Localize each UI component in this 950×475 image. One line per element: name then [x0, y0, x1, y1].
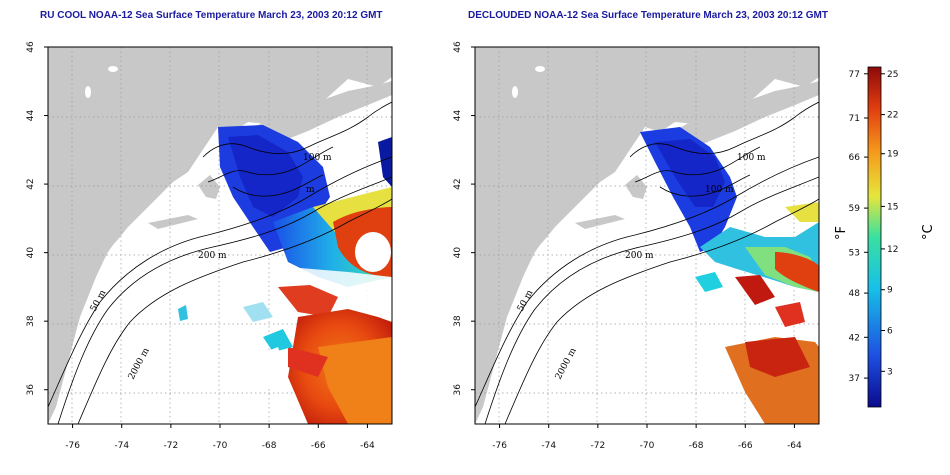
- svg-text:100 m: 100 m: [705, 185, 734, 195]
- svg-text:m: m: [306, 185, 315, 195]
- svg-text:200 m: 200 m: [198, 251, 227, 261]
- left-lon-tick-label: -74: [114, 441, 129, 451]
- right-lat-tick-label: 38: [453, 315, 463, 327]
- right-lon-tick-label: -68: [689, 441, 704, 451]
- fahrenheit-unit: °F: [834, 226, 849, 240]
- colorbar: [867, 66, 882, 408]
- svg-text:100 m: 100 m: [303, 153, 332, 163]
- right-lon-tick-label: -76: [492, 441, 507, 451]
- left-lon-tick-label: -64: [360, 441, 375, 451]
- left-lon-tick-label: -76: [65, 441, 80, 451]
- right-lon-tick-label: -64: [787, 441, 802, 451]
- right-lon-tick-label: -72: [591, 441, 606, 451]
- colorbar-celsius-tick: 25: [887, 70, 898, 80]
- left-lon-tick-label: -70: [213, 441, 228, 451]
- map-axes: -76 -74 -72 -70 -68 -66 -64 36 38 40 42 44 46 -76 -74 -…: [26, 41, 802, 451]
- right-lat-tick-label: 42: [453, 178, 463, 189]
- colorbar-fahrenheit-tick: 77: [849, 70, 860, 80]
- colorbar-celsius-tick: 15: [887, 202, 898, 212]
- colorbar-celsius-tick: 9: [887, 286, 893, 296]
- left-lat-tick-label: 40: [26, 247, 36, 259]
- right-lon-tick-label: -70: [640, 441, 655, 451]
- right-lat-tick-label: 36: [453, 384, 463, 396]
- colorbar-fahrenheit-tick: 66: [849, 153, 861, 163]
- colorbar-fahrenheit-tick: 48: [849, 289, 861, 299]
- left-map: 100 m 200 m m 50 m 2000 m: [48, 47, 392, 424]
- right-lat-tick-label: 46: [453, 41, 463, 53]
- colorbar-celsius-tick: 12: [887, 245, 898, 255]
- left-lon-tick-label: -72: [164, 441, 179, 451]
- colorbar-fahrenheit-tick: 37: [849, 374, 860, 384]
- colorbar-celsius-tick: 19: [887, 150, 899, 160]
- colorbar-fahrenheit-tick: 71: [849, 114, 860, 124]
- left-lat-tick-label: 44: [26, 110, 36, 122]
- right-lat-tick-label: 44: [453, 110, 463, 122]
- left-lat-tick-label: 46: [26, 41, 36, 53]
- svg-text:200 m: 200 m: [625, 251, 654, 261]
- left-lat-tick-label: 42: [26, 178, 36, 189]
- right-lon-tick-label: -66: [738, 441, 753, 451]
- left-lon-tick-label: -68: [262, 441, 277, 451]
- right-lon-tick-label: -74: [541, 441, 556, 451]
- right-map: 100 m 100 m 200 m 50 m 2000 m: [475, 47, 819, 424]
- right-lat-tick-label: 40: [453, 247, 463, 259]
- colorbar-fahrenheit-tick: 59: [849, 204, 861, 214]
- left-panel-title: RU COOL NOAA-12 Sea Surface Temperature …: [40, 10, 383, 21]
- colorbar-celsius-tick: 22: [887, 111, 898, 121]
- right-sst-field: [640, 127, 819, 424]
- left-lon-tick-label: -66: [311, 441, 326, 451]
- left-lat-tick-label: 38: [26, 315, 36, 327]
- right-panel-title: DECLOUDED NOAA-12 Sea Surface Temperatur…: [468, 10, 828, 21]
- left-lat-tick-label: 36: [26, 384, 36, 396]
- colorbar-ticks: 77 71 66 59 53 48 42 37 25 22 19 15 12 9 6 3: [849, 70, 899, 384]
- celsius-unit: °C: [921, 224, 936, 240]
- colorbar-fahrenheit-tick: 53: [849, 248, 860, 258]
- colorbar-celsius-tick: 3: [887, 367, 893, 377]
- colorbar-celsius-tick: 6: [887, 327, 893, 337]
- colorbar-fahrenheit-tick: 42: [849, 333, 860, 343]
- left-sst-field: [178, 125, 392, 424]
- svg-text:100 m: 100 m: [737, 153, 766, 163]
